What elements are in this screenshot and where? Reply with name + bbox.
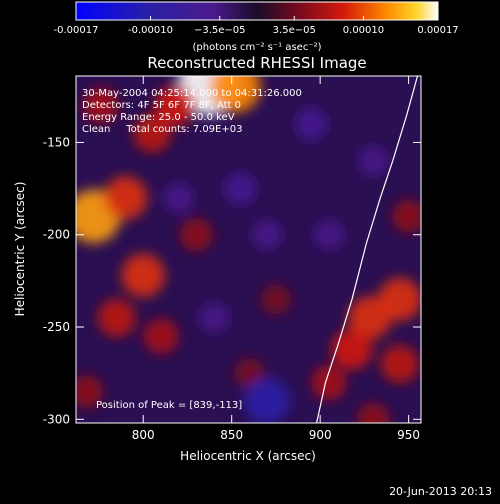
heat-spot-6	[103, 176, 148, 220]
heat-spot-27	[163, 182, 194, 213]
peak-position-label: Position of Peak = [839,-113]	[96, 400, 242, 411]
annotation-clean: Clean Total counts: 7.09E+03	[82, 124, 242, 135]
colorbar-tick-label: -0.00017	[54, 25, 99, 36]
heat-spot-13	[348, 296, 392, 340]
y-tick-label: -200	[43, 228, 70, 242]
colorbar-tick-label: 0.00017	[417, 25, 458, 36]
heat-spot-21	[244, 377, 291, 423]
axis-ticks: 800 850 900 950 -150 -200 -250 -300	[43, 76, 421, 442]
solar-limb-curve	[316, 76, 419, 423]
heat-spot-7	[121, 253, 165, 297]
heat-spot-15	[380, 344, 419, 383]
heat-spot-2	[154, 85, 196, 126]
heat-spot-16	[311, 364, 347, 401]
colorbar-tick-label: −3.5e−05	[194, 25, 246, 36]
heat-spot-28	[358, 145, 389, 177]
y-tick-label: -150	[43, 135, 70, 149]
colorbar-units-label: (photons cm⁻² s⁻¹ asec⁻²)	[192, 42, 321, 53]
heat-spot-4	[83, 87, 119, 124]
colorbar-tick-label: -0.00010	[128, 25, 173, 36]
x-tick-label: 850	[220, 428, 243, 442]
heat-spot-22	[294, 107, 328, 141]
y-tick-label: -300	[43, 412, 70, 426]
footer-date: 20-Jun-2013 20:13	[389, 485, 492, 498]
colorbar	[75, 1, 439, 21]
heat-spot-9	[143, 318, 179, 355]
heat-spot-1	[209, 76, 261, 113]
heat-spot-8	[97, 298, 136, 337]
heat-spot-26	[198, 302, 230, 333]
heat-spot-17	[392, 199, 421, 233]
chart-title: Reconstructed RHESSI Image	[147, 54, 366, 72]
heat-spot-18	[356, 402, 390, 423]
heat-spot-11	[179, 218, 213, 252]
x-tick-label: 800	[132, 428, 155, 442]
y-tick-label: -250	[43, 320, 70, 334]
heat-spot-14	[331, 328, 373, 370]
heat-spot-25	[313, 219, 345, 250]
heatmap-layer	[76, 76, 421, 423]
x-tick-label: 900	[309, 428, 332, 442]
heat-spot-24	[251, 219, 283, 250]
annotation-block: 30-May-2004 04:25:14.000 to 04:31:26.000…	[82, 88, 302, 135]
heat-spot-19	[260, 284, 292, 315]
annotation-time: 30-May-2004 04:25:14.000 to 04:31:26.000	[82, 88, 302, 99]
annotation-detectors: Detectors: 4F 5F 6F 7F 8F, Att 0	[82, 100, 241, 111]
heat-spot-23	[224, 172, 258, 206]
plot-frame	[75, 75, 422, 424]
y-axis-label: Heliocentric Y (arcsec)	[13, 182, 27, 317]
annotation-energy: Energy Range: 25.0 - 50.0 keV	[82, 112, 235, 123]
heat-spot-10	[76, 375, 104, 409]
colorbar-tick-label: 3.5e−05	[273, 25, 316, 36]
colorbar-tick-label: 0.00010	[343, 25, 384, 36]
colorbar-ticks: -0.00017 -0.00010 −3.5e−05 3.5e−05 0.00010 0.…	[54, 16, 459, 36]
x-tick-label: 950	[397, 428, 420, 442]
x-axis-label: Heliocentric X (arcsec)	[180, 449, 316, 463]
heat-spot-3	[133, 114, 172, 153]
